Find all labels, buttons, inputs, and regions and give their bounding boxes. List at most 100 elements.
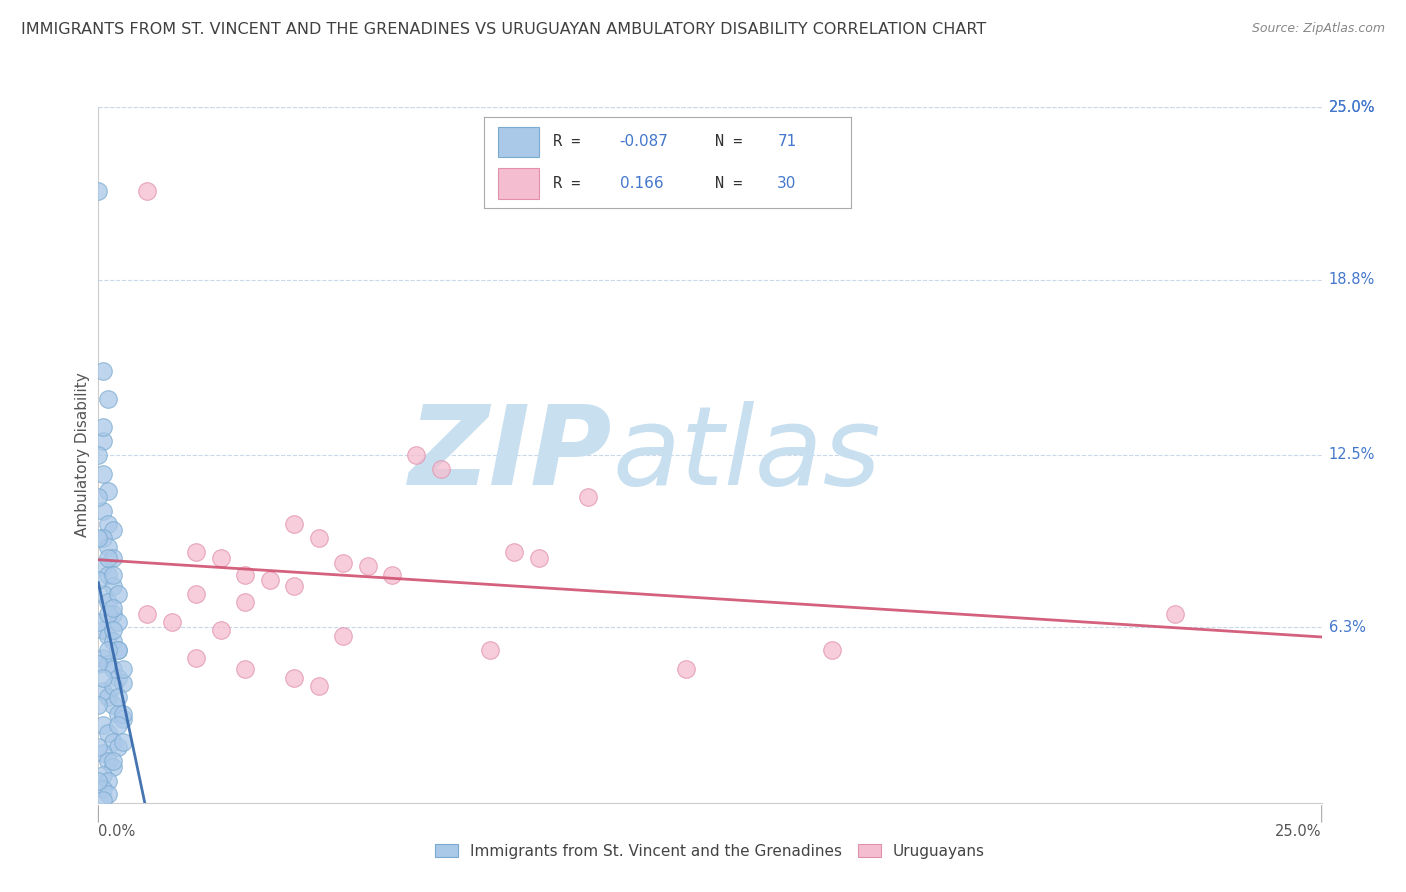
Point (91, 651, 114, 665)
Point (332, 557, 354, 571)
Point (97, 517, 120, 532)
Point (97, 595, 120, 609)
Point (111, 712, 134, 726)
Text: 25.0%: 25.0% (1329, 100, 1375, 114)
Text: 12.5%: 12.5% (1329, 448, 1375, 462)
Point (186, 545, 208, 559)
Point (527, 550, 550, 565)
Point (101, 601, 124, 615)
Point (97, 540, 120, 554)
Point (478, 642, 501, 657)
Point (87, 773, 110, 788)
Point (107, 587, 129, 601)
Point (107, 671, 129, 685)
Point (136, 607, 159, 621)
Point (97, 754, 120, 768)
Point (91, 364, 114, 378)
Point (107, 615, 129, 629)
Point (91, 684, 114, 698)
Point (107, 690, 129, 704)
Text: ZIP: ZIP (409, 401, 612, 508)
Text: 0.0%: 0.0% (98, 823, 135, 838)
Y-axis label: Ambulatory Disability: Ambulatory Disability (75, 373, 90, 537)
Point (821, 642, 844, 657)
Point (91, 746, 114, 760)
Point (91, 503, 114, 517)
Point (107, 718, 129, 732)
Point (97, 607, 120, 621)
Point (136, 184, 159, 198)
Point (405, 448, 427, 462)
Point (209, 550, 232, 565)
Point (308, 679, 330, 693)
Point (87, 184, 110, 198)
Point (91, 718, 114, 732)
Point (87, 740, 110, 755)
Point (87, 615, 110, 629)
Point (576, 490, 599, 504)
Point (91, 671, 114, 685)
Point (101, 624, 124, 638)
Point (97, 629, 120, 643)
Point (233, 662, 256, 676)
Point (87, 573, 110, 587)
Point (107, 642, 129, 657)
Point (233, 595, 256, 609)
Point (91, 781, 114, 796)
Point (97, 773, 120, 788)
Text: 25.0%: 25.0% (1329, 100, 1375, 114)
Point (87, 657, 110, 671)
Point (101, 550, 124, 565)
Point (97, 690, 120, 704)
Point (111, 662, 134, 676)
Point (186, 651, 208, 665)
Legend: Immigrants from St. Vincent and the Grenadines, Uruguayans: Immigrants from St. Vincent and the Gren… (429, 838, 991, 864)
Point (233, 567, 256, 582)
Point (259, 573, 281, 587)
Point (87, 490, 110, 504)
Text: 18.8%: 18.8% (1329, 272, 1375, 287)
Point (101, 634, 124, 648)
Point (97, 550, 120, 565)
Point (503, 545, 526, 559)
Point (675, 662, 697, 676)
Point (101, 679, 124, 693)
Point (101, 754, 124, 768)
Point (91, 624, 114, 638)
Point (107, 706, 129, 721)
Point (91, 420, 114, 434)
Point (91, 467, 114, 482)
Point (97, 726, 120, 740)
Point (332, 629, 354, 643)
Point (283, 517, 305, 532)
Point (91, 434, 114, 448)
Point (91, 768, 114, 782)
Point (91, 559, 114, 574)
Point (97, 788, 120, 802)
Point (87, 698, 110, 713)
Point (308, 532, 330, 546)
Point (87, 532, 110, 546)
Text: IMMIGRANTS FROM ST. VINCENT AND THE GRENADINES VS URUGUAYAN AMBULATORY DISABILIT: IMMIGRANTS FROM ST. VINCENT AND THE GREN… (21, 22, 987, 37)
Point (1164, 607, 1187, 621)
Point (111, 734, 134, 748)
Point (101, 567, 124, 582)
Point (283, 671, 305, 685)
Point (111, 706, 134, 721)
Point (101, 607, 124, 621)
Point (381, 567, 404, 582)
Point (97, 567, 120, 582)
Point (101, 662, 124, 676)
Point (101, 523, 124, 537)
Point (430, 462, 453, 476)
Point (97, 657, 120, 671)
Point (107, 642, 129, 657)
Point (111, 676, 134, 690)
Point (91, 532, 114, 546)
Point (283, 579, 305, 593)
Point (101, 698, 124, 713)
Text: 6.3%: 6.3% (1329, 620, 1365, 635)
Point (160, 615, 183, 629)
Text: 25.0%: 25.0% (1275, 823, 1322, 838)
Point (97, 642, 120, 657)
